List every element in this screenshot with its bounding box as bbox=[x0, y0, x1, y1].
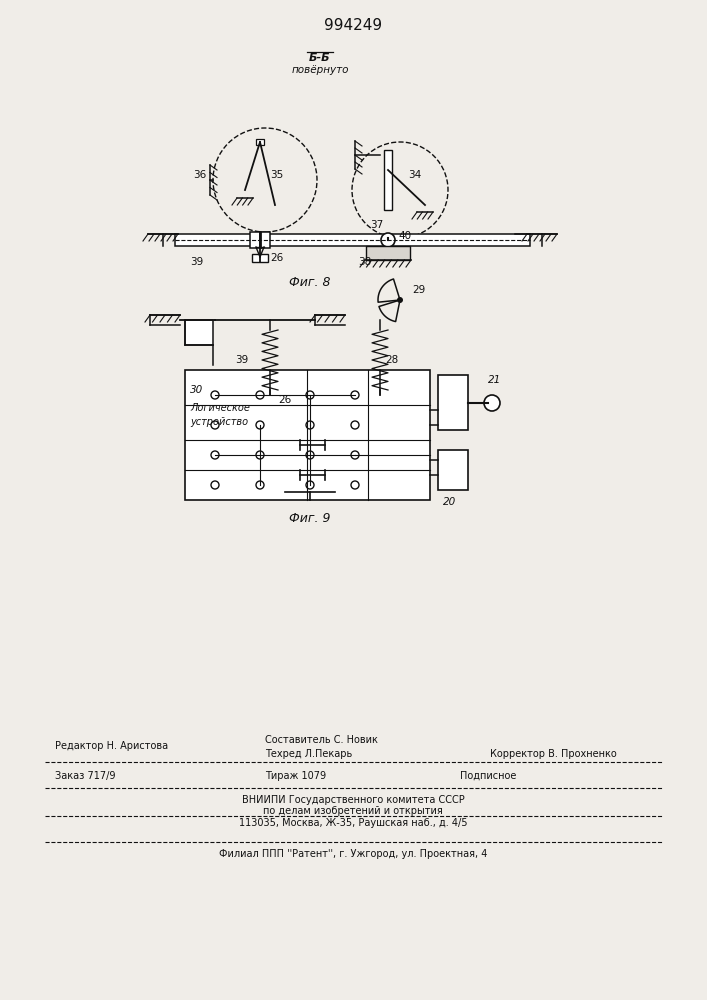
Text: ВНИИПИ Государственного комитета СССР: ВНИИПИ Государственного комитета СССР bbox=[242, 795, 464, 805]
Text: 38: 38 bbox=[358, 257, 371, 267]
Text: 39: 39 bbox=[235, 355, 248, 365]
Bar bbox=[185, 320, 213, 345]
Text: Фиг. 8: Фиг. 8 bbox=[289, 275, 331, 288]
Bar bbox=[438, 450, 468, 490]
Text: повёрнуто: повёрнуто bbox=[291, 65, 349, 75]
Text: Подписное: Подписное bbox=[460, 771, 516, 781]
Text: Заказ 717/9: Заказ 717/9 bbox=[55, 771, 115, 781]
Circle shape bbox=[484, 395, 500, 411]
Text: 26: 26 bbox=[278, 395, 291, 405]
Text: 113035, Москва, Ж-35, Раушская наб., д. 4/5: 113035, Москва, Ж-35, Раушская наб., д. … bbox=[239, 818, 467, 828]
Bar bbox=[185, 370, 430, 500]
Bar bbox=[256, 139, 264, 145]
Text: 39: 39 bbox=[190, 257, 203, 267]
Bar bbox=[252, 254, 268, 262]
Circle shape bbox=[397, 297, 403, 303]
Text: Составитель С. Новик: Составитель С. Новик bbox=[265, 735, 378, 745]
Text: 26: 26 bbox=[270, 253, 284, 263]
Text: Фиг. 9: Фиг. 9 bbox=[289, 512, 331, 524]
Text: по делам изобретений и открытия: по делам изобретений и открытия bbox=[263, 806, 443, 816]
Text: Филиал ППП ''Pатент'', г. Ужгород, ул. Проектная, 4: Филиал ППП ''Pатент'', г. Ужгород, ул. П… bbox=[218, 849, 487, 859]
Bar bbox=[384, 150, 392, 210]
Text: Б-Б: Б-Б bbox=[309, 53, 331, 63]
Text: Редактор Н. Аристова: Редактор Н. Аристова bbox=[55, 741, 168, 751]
Text: Техред Л.Пекарь: Техред Л.Пекарь bbox=[265, 749, 352, 759]
Text: Корректор В. Прохненко: Корректор В. Прохненко bbox=[490, 749, 617, 759]
Text: 35: 35 bbox=[270, 170, 284, 180]
Bar bbox=[175, 234, 530, 246]
Text: 36: 36 bbox=[193, 170, 206, 180]
Text: 34: 34 bbox=[408, 170, 421, 180]
Circle shape bbox=[381, 233, 395, 247]
Bar bbox=[250, 232, 270, 248]
Text: Тираж 1079: Тираж 1079 bbox=[265, 771, 326, 781]
Text: 994249: 994249 bbox=[324, 17, 382, 32]
Text: 30: 30 bbox=[190, 385, 203, 395]
Text: 29: 29 bbox=[412, 285, 425, 295]
Text: 20: 20 bbox=[443, 497, 456, 507]
Text: Логическое: Логическое bbox=[190, 403, 250, 413]
Text: 37: 37 bbox=[370, 220, 383, 230]
Text: 28: 28 bbox=[385, 355, 398, 365]
Text: 21: 21 bbox=[488, 375, 501, 385]
Text: устройство: устройство bbox=[190, 417, 248, 427]
Text: 40: 40 bbox=[398, 231, 411, 241]
Bar bbox=[366, 246, 410, 260]
Bar bbox=[438, 375, 468, 430]
